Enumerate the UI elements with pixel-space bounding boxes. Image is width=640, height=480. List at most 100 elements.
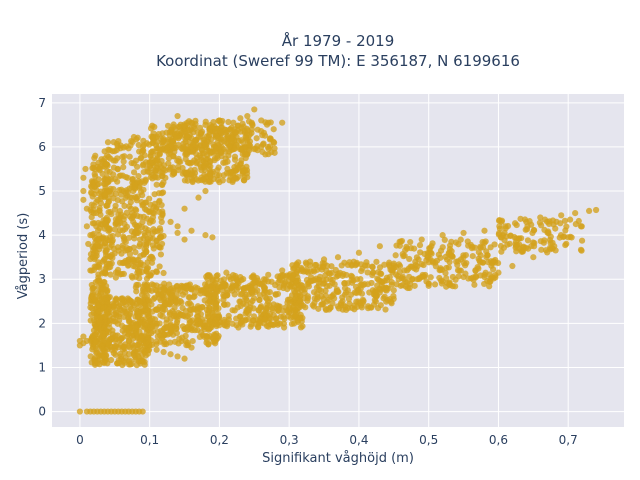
data-point: [91, 263, 98, 270]
data-point: [488, 262, 495, 269]
data-point: [115, 359, 123, 367]
data-point: [563, 240, 570, 247]
data-point: [397, 238, 404, 245]
y-axis-ticks: 0 1 2 3 4 5 6 7: [38, 96, 46, 419]
data-point: [98, 352, 105, 359]
data-point: [404, 267, 411, 274]
data-point: [258, 143, 265, 151]
data-point: [471, 281, 478, 288]
data-point: [96, 264, 103, 271]
data-point: [163, 319, 170, 327]
y-tick-label: 3: [38, 272, 46, 286]
data-point: [85, 240, 92, 248]
data-point: [383, 284, 390, 292]
data-point: [348, 276, 355, 283]
data-point: [162, 174, 169, 181]
data-point: [472, 267, 479, 274]
y-tick-label: 7: [38, 96, 46, 110]
data-point: [89, 220, 96, 227]
data-point: [224, 158, 231, 165]
data-point: [99, 329, 106, 337]
data-point: [229, 320, 236, 327]
data-point: [175, 340, 182, 347]
data-point: [183, 342, 190, 349]
data-point: [460, 254, 467, 261]
data-point: [261, 316, 268, 323]
data-point: [83, 223, 90, 230]
data-point: [439, 232, 446, 239]
data-point: [552, 225, 559, 232]
data-point: [110, 301, 117, 309]
data-point: [114, 269, 121, 276]
data-point: [202, 160, 209, 167]
data-point: [246, 131, 253, 138]
data-point: [185, 294, 192, 301]
x-tick-label: 0,6: [489, 433, 508, 447]
data-point: [160, 269, 167, 277]
data-point: [202, 285, 209, 293]
data-point: [104, 139, 112, 146]
data-point: [138, 149, 146, 156]
data-point: [110, 186, 117, 193]
data-point: [307, 258, 314, 265]
data-point: [83, 337, 90, 345]
data-point: [95, 219, 102, 227]
data-point: [374, 282, 381, 289]
data-point: [183, 119, 190, 127]
data-point: [422, 271, 429, 279]
data-point: [174, 353, 181, 360]
data-point: [167, 299, 175, 306]
data-point: [139, 408, 146, 415]
data-point: [251, 106, 258, 113]
data-point: [418, 236, 425, 243]
data-point: [538, 222, 545, 229]
data-point: [131, 229, 139, 236]
data-point: [215, 164, 222, 171]
data-point: [98, 305, 106, 312]
data-point: [154, 145, 162, 152]
data-point: [121, 202, 128, 209]
data-point: [437, 254, 444, 261]
x-tick-label: 0,2: [210, 433, 229, 447]
data-point: [487, 258, 495, 265]
data-point: [223, 269, 230, 276]
y-tick-label: 1: [38, 360, 46, 374]
data-point: [442, 270, 449, 277]
data-point: [153, 306, 160, 313]
data-point: [274, 302, 281, 309]
data-point: [173, 134, 180, 141]
data-point: [92, 298, 99, 305]
data-point: [121, 213, 128, 220]
data-point: [456, 267, 463, 274]
data-point: [412, 258, 419, 265]
data-point: [96, 319, 103, 326]
data-point: [136, 275, 143, 282]
x-axis-title: Signifikant våghöjd (m): [262, 451, 414, 466]
data-point: [167, 218, 174, 226]
data-point: [116, 217, 123, 224]
data-point: [497, 242, 505, 250]
data-point: [111, 148, 118, 155]
data-point: [378, 282, 385, 289]
data-point: [358, 267, 365, 275]
data-point: [482, 238, 489, 245]
data-point: [578, 223, 585, 230]
data-point: [130, 256, 137, 263]
data-point: [359, 299, 366, 307]
data-point: [483, 253, 490, 261]
data-point: [334, 254, 342, 261]
data-point: [189, 177, 196, 184]
data-point: [99, 337, 107, 344]
data-point: [253, 321, 260, 328]
data-point: [174, 157, 181, 164]
data-point: [572, 209, 579, 217]
data-point: [320, 280, 327, 287]
data-point: [501, 229, 508, 236]
data-point: [300, 302, 307, 309]
y-axis-title: Vågperiod (s): [16, 213, 31, 300]
data-point: [194, 313, 202, 320]
data-point: [105, 195, 112, 202]
data-point: [101, 359, 108, 367]
data-point: [114, 178, 121, 185]
data-point: [187, 306, 194, 314]
